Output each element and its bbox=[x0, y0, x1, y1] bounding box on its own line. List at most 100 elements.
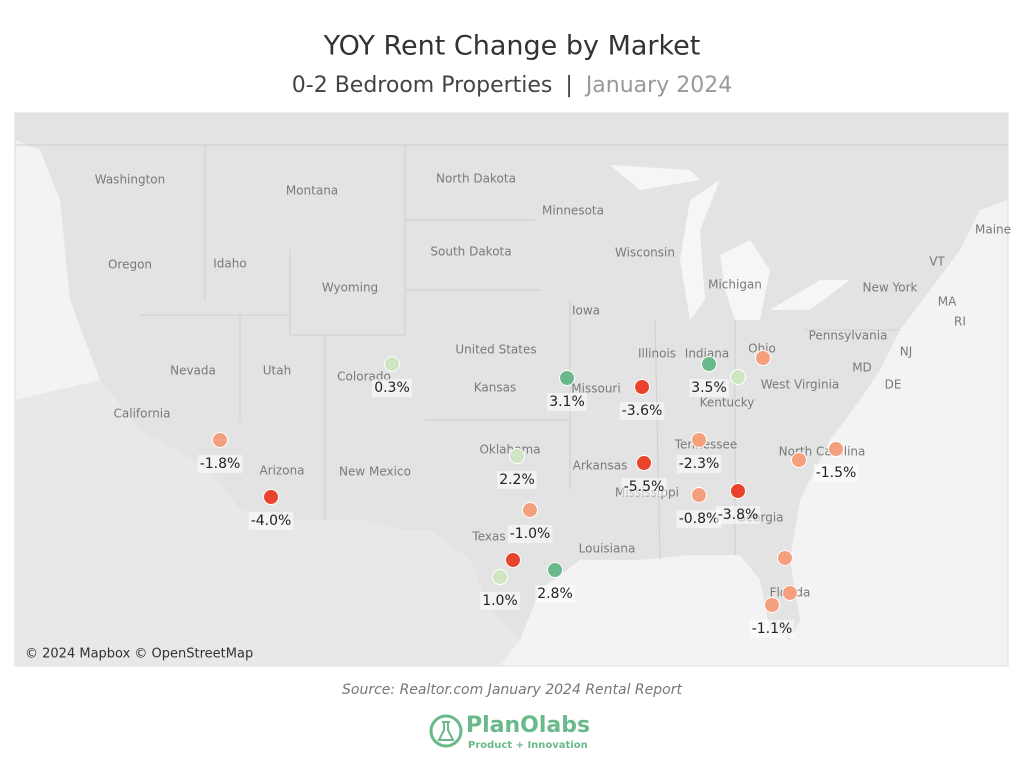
logo-flask bbox=[437, 721, 455, 741]
value-label: -1.0% bbox=[510, 526, 551, 542]
market-marker bbox=[559, 370, 575, 386]
label-bg bbox=[248, 512, 294, 530]
place-label: Illinois bbox=[638, 347, 676, 361]
logo: PlanOlabs Product + Innovation bbox=[429, 713, 590, 751]
place-label: Kentucky bbox=[700, 396, 755, 410]
tagline: Product + Innovation bbox=[468, 740, 588, 751]
market-marker bbox=[782, 585, 798, 601]
attribution: © 2024 Mapbox © OpenStreetMap bbox=[25, 647, 253, 662]
market-marker bbox=[212, 432, 228, 448]
label-bg bbox=[749, 620, 795, 638]
label-bg bbox=[507, 525, 553, 543]
label-bg bbox=[619, 402, 665, 420]
place-label: Minnesota bbox=[542, 204, 604, 218]
value-label: -1.5% bbox=[816, 465, 857, 481]
place-label: South Dakota bbox=[430, 245, 511, 259]
place-label: Nevada bbox=[170, 364, 216, 378]
value-label: -0.8% bbox=[679, 511, 720, 527]
title: YOY Rent Change by Market bbox=[323, 31, 701, 62]
place-label: United States bbox=[455, 343, 536, 357]
value-label: -1.1% bbox=[752, 621, 793, 637]
place-label: Iowa bbox=[572, 304, 600, 318]
place-label: Michigan bbox=[708, 278, 762, 292]
place-label: Arizona bbox=[259, 464, 304, 478]
label-bg bbox=[715, 506, 761, 524]
lakes bbox=[610, 165, 850, 320]
market-marker bbox=[547, 562, 563, 578]
place-label: Missouri bbox=[571, 382, 620, 396]
market-marker bbox=[791, 452, 807, 468]
place-label: New York bbox=[863, 281, 918, 295]
borders bbox=[15, 144, 1008, 561]
place-label: Washington bbox=[95, 173, 166, 187]
place-label: VT bbox=[929, 255, 945, 269]
place-labels: Washington Montana North Dakota Minnesota Wi… bbox=[95, 172, 1011, 600]
market-marker bbox=[730, 369, 746, 385]
subtitle: 0-2 Bedroom Properties bbox=[292, 73, 553, 98]
label-bg bbox=[535, 585, 575, 603]
market-marker bbox=[691, 487, 707, 503]
place-label: North Carolina bbox=[779, 445, 866, 459]
value-label: -4.0% bbox=[251, 513, 292, 529]
place-label: Oklahoma bbox=[479, 443, 540, 457]
place-label: Kansas bbox=[474, 381, 516, 395]
value-label: -2.3% bbox=[679, 456, 720, 472]
value-label: -5.5% bbox=[624, 479, 665, 495]
market-marker bbox=[828, 441, 844, 457]
place-label: Arkansas bbox=[573, 459, 628, 473]
label-bg bbox=[372, 379, 412, 397]
markers: 0.3% 3.1% -3.6% 3.5% -1.8% -4.0% 2.2% -1.0% 1.0%… bbox=[197, 350, 859, 638]
date: January 2024 bbox=[584, 73, 732, 98]
place-label: Indiana bbox=[685, 347, 729, 361]
place-label: Montana bbox=[286, 184, 338, 198]
place-label: MD bbox=[852, 361, 872, 375]
place-label: Pennsylvania bbox=[809, 329, 888, 343]
place-label: DE bbox=[885, 378, 902, 392]
place-label: MA bbox=[938, 295, 957, 309]
value-label: 2.8% bbox=[537, 586, 573, 602]
subtitle-line: 0-2 Bedroom Properties | January 2024 bbox=[292, 73, 732, 98]
label-bg bbox=[813, 464, 859, 482]
place-label: Wyoming bbox=[322, 281, 378, 295]
place-label: California bbox=[114, 407, 171, 421]
label-bg bbox=[480, 592, 520, 610]
place-label: RI bbox=[954, 315, 966, 329]
label-bg bbox=[497, 471, 537, 489]
place-label: Texas bbox=[471, 530, 505, 544]
market-marker bbox=[263, 489, 279, 505]
market-marker bbox=[777, 550, 793, 566]
value-label: 0.3% bbox=[374, 380, 410, 396]
label-bg bbox=[676, 510, 722, 528]
label-bg bbox=[676, 455, 722, 473]
market-marker bbox=[522, 502, 538, 518]
market-marker bbox=[730, 483, 746, 499]
market-marker bbox=[636, 455, 652, 471]
place-label: New Mexico bbox=[339, 465, 411, 479]
label-bg bbox=[621, 478, 667, 496]
place-label: Louisiana bbox=[579, 542, 636, 556]
value-label: 3.1% bbox=[549, 394, 585, 410]
label-bg bbox=[689, 379, 729, 397]
place-label: North Dakota bbox=[436, 172, 516, 186]
value-label: 3.5% bbox=[691, 380, 727, 396]
label-bg bbox=[547, 393, 587, 411]
place-label: Utah bbox=[263, 364, 291, 378]
logo-icon bbox=[429, 714, 463, 748]
place-label: Idaho bbox=[213, 257, 246, 271]
value-label: -3.6% bbox=[622, 403, 663, 419]
market-marker bbox=[509, 448, 525, 464]
source: Source: Realtor.com January 2024 Rental … bbox=[342, 682, 682, 698]
value-label: -3.8% bbox=[718, 507, 759, 523]
value-label: 2.2% bbox=[499, 472, 535, 488]
place-label: Ohio bbox=[748, 342, 776, 356]
brand: PlanOlabs bbox=[466, 713, 590, 738]
place-label: Maine bbox=[975, 223, 1011, 237]
market-marker bbox=[634, 379, 650, 395]
label-bg bbox=[197, 455, 243, 473]
market-marker bbox=[691, 432, 707, 448]
market-marker bbox=[492, 569, 508, 585]
value-label: -1.8% bbox=[200, 456, 241, 472]
value-label: 1.0% bbox=[482, 593, 518, 609]
market-marker bbox=[505, 552, 521, 568]
